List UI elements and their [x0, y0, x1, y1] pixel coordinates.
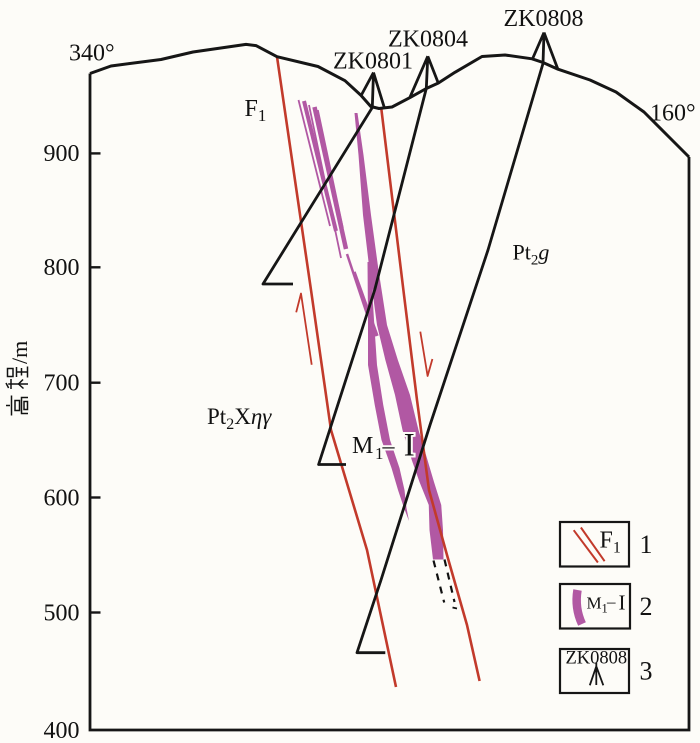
- svg-text:I: I: [404, 428, 415, 464]
- svg-text:ZK0808: ZK0808: [566, 648, 628, 668]
- svg-text:600: 600: [44, 485, 80, 511]
- svg-text:160°: 160°: [650, 101, 696, 127]
- svg-text:3: 3: [640, 657, 653, 686]
- svg-text:I: I: [619, 591, 626, 615]
- svg-text:500: 500: [44, 600, 80, 626]
- svg-text:ZK0801: ZK0801: [333, 49, 413, 75]
- svg-text:2: 2: [640, 592, 653, 621]
- svg-text:/m: /m: [7, 341, 32, 364]
- svg-text:1: 1: [640, 530, 653, 559]
- svg-text:340°: 340°: [69, 41, 115, 67]
- svg-text:ZK0804: ZK0804: [388, 27, 468, 53]
- svg-text:M: M: [587, 594, 602, 613]
- svg-text:1: 1: [375, 444, 384, 463]
- svg-text:–: –: [606, 592, 616, 611]
- svg-text:Pt2Xηγ: Pt2Xηγ: [207, 404, 272, 433]
- svg-text:400: 400: [44, 718, 80, 743]
- svg-text:700: 700: [44, 371, 80, 397]
- svg-text:800: 800: [44, 255, 80, 281]
- svg-text:M: M: [352, 433, 373, 459]
- svg-text:1: 1: [602, 602, 608, 616]
- svg-text:900: 900: [44, 141, 80, 167]
- svg-text:ZK0808: ZK0808: [504, 6, 584, 32]
- svg-text:–: –: [382, 434, 396, 460]
